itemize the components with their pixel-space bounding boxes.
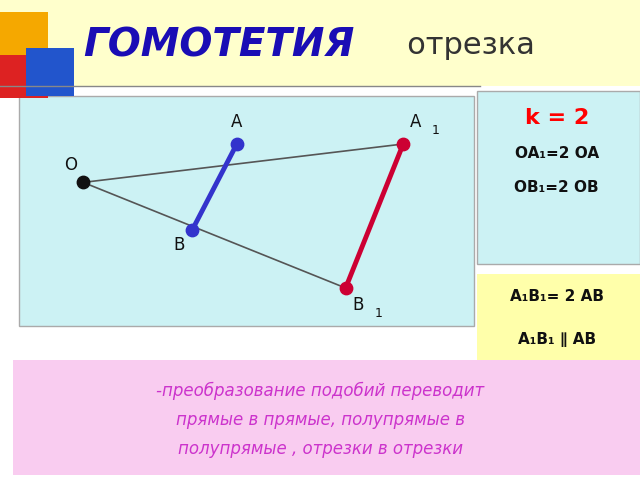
Text: 1: 1 bbox=[374, 307, 382, 320]
Text: 1: 1 bbox=[432, 124, 440, 137]
Text: -преобразование подобий переводит: -преобразование подобий переводит bbox=[156, 382, 484, 400]
Text: полупрямые , отрезки в отрезки: полупрямые , отрезки в отрезки bbox=[177, 440, 463, 458]
Text: прямые в прямые, полупрямые в: прямые в прямые, полупрямые в bbox=[175, 411, 465, 429]
FancyBboxPatch shape bbox=[0, 0, 640, 86]
Point bbox=[78, 179, 88, 186]
FancyBboxPatch shape bbox=[477, 317, 640, 362]
Text: O: O bbox=[64, 156, 77, 174]
Point bbox=[398, 140, 408, 148]
FancyBboxPatch shape bbox=[477, 91, 640, 264]
Text: ГОМОТЕТИЯ: ГОМОТЕТИЯ bbox=[83, 26, 355, 65]
Text: B: B bbox=[173, 236, 185, 253]
FancyBboxPatch shape bbox=[26, 48, 74, 96]
Point bbox=[187, 227, 197, 234]
Point bbox=[232, 140, 242, 148]
FancyBboxPatch shape bbox=[0, 55, 48, 98]
FancyBboxPatch shape bbox=[0, 12, 48, 60]
Text: OA₁=2 OA: OA₁=2 OA bbox=[515, 146, 599, 161]
Text: OB₁=2 OB: OB₁=2 OB bbox=[515, 180, 599, 195]
Text: A: A bbox=[410, 113, 421, 131]
Text: k = 2: k = 2 bbox=[525, 108, 589, 128]
Text: A₁B₁ ∥ AB: A₁B₁ ∥ AB bbox=[518, 332, 596, 347]
Text: A: A bbox=[231, 113, 243, 131]
Point bbox=[340, 284, 351, 292]
FancyBboxPatch shape bbox=[13, 360, 640, 475]
FancyBboxPatch shape bbox=[19, 96, 474, 326]
FancyBboxPatch shape bbox=[477, 274, 640, 319]
Text: A₁B₁= 2 AB: A₁B₁= 2 AB bbox=[510, 288, 604, 304]
Text: отрезка: отрезка bbox=[378, 31, 534, 60]
Text: B: B bbox=[352, 296, 364, 313]
